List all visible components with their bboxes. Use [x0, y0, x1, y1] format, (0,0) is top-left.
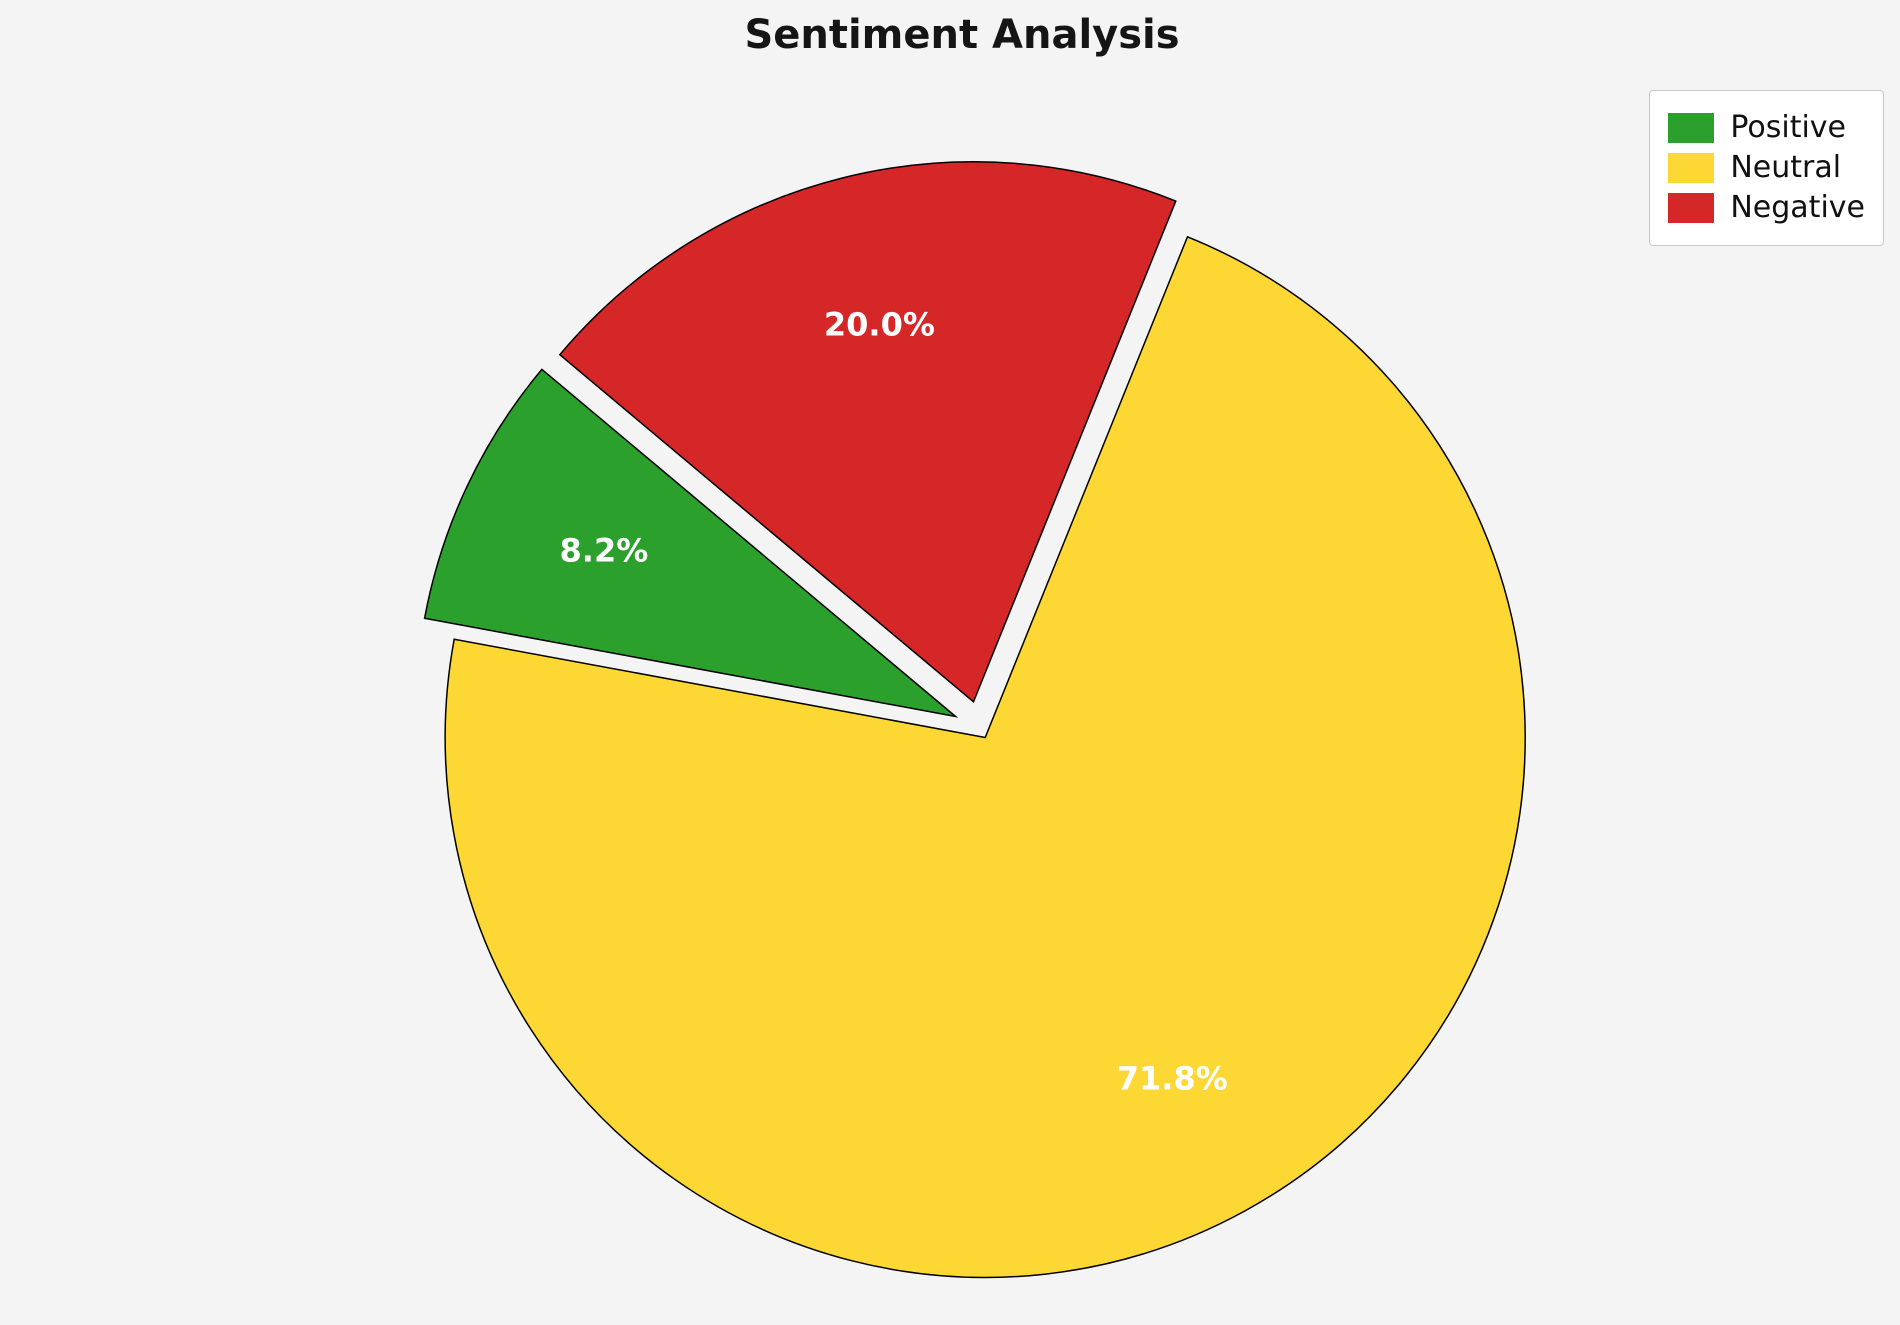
pie-slice-negative	[558, 161, 1177, 704]
legend-label-positive: Positive	[1730, 110, 1847, 145]
legend-swatch-neutral	[1668, 153, 1715, 183]
pie-slice-positive	[423, 368, 959, 718]
chart-title: Sentiment Analysis	[744, 12, 1180, 58]
legend-item-positive: Positive	[1668, 113, 1865, 143]
legend-label-negative: Negative	[1730, 190, 1865, 225]
legend-items: Positive Neutral Negative	[1668, 113, 1865, 223]
legend-label-neutral: Neutral	[1730, 150, 1842, 185]
pie-pct-label-positive: 8.2%	[560, 532, 649, 570]
legend: Positive Neutral Negative	[1649, 90, 1884, 246]
legend-swatch-negative	[1668, 193, 1715, 223]
legend-item-negative: Negative	[1668, 193, 1865, 223]
pie-pct-label-neutral: 71.8%	[1117, 1059, 1228, 1097]
legend-swatch-positive	[1668, 113, 1715, 143]
legend-item-neutral: Neutral	[1668, 153, 1865, 183]
pie-pct-label-negative: 20.0%	[824, 306, 935, 344]
pie-slice-neutral	[444, 235, 1526, 1279]
